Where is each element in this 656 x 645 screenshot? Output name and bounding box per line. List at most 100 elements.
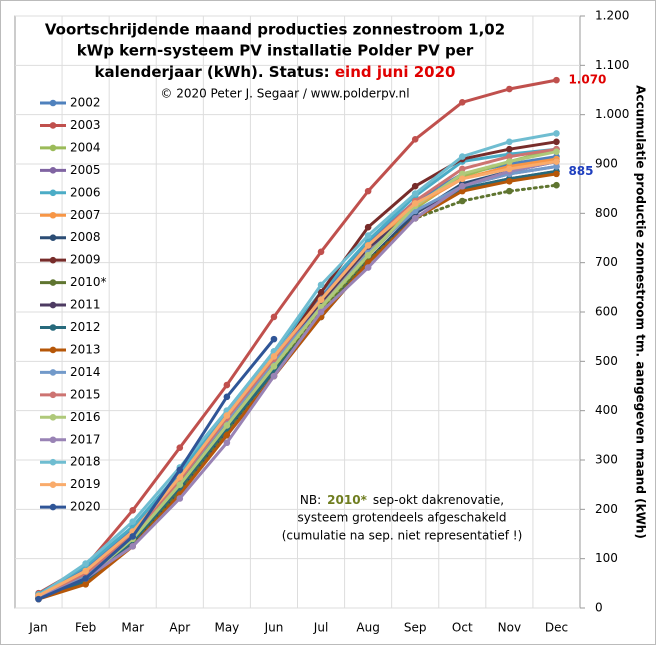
data-point xyxy=(82,567,89,575)
data-point xyxy=(82,575,89,582)
data-point xyxy=(364,223,372,231)
note-prefix: NB: xyxy=(300,493,321,507)
y-tick-label: 100 xyxy=(595,551,618,565)
legend-marker xyxy=(49,144,57,152)
legend-label: 2019 xyxy=(70,477,101,491)
data-point xyxy=(270,362,278,370)
data-point xyxy=(223,393,231,401)
legend-marker xyxy=(49,234,57,241)
data-point xyxy=(82,581,89,588)
data-point xyxy=(411,200,419,207)
data-point xyxy=(317,308,325,316)
data-point xyxy=(553,181,560,189)
data-point xyxy=(176,444,184,451)
legend-marker xyxy=(49,391,57,399)
data-point xyxy=(458,165,466,173)
data-point xyxy=(458,187,466,195)
status: eind juni 2020 xyxy=(335,63,456,81)
data-point xyxy=(411,136,419,143)
data-point xyxy=(506,145,513,153)
y-tick-label: 1.200 xyxy=(595,9,629,23)
data-point xyxy=(411,182,419,190)
data-point xyxy=(506,153,513,160)
data-point xyxy=(270,335,278,343)
series-line xyxy=(37,160,557,599)
series-line xyxy=(37,131,557,597)
legend-marker xyxy=(49,414,57,421)
subtitle: © 2020 Peter J. Segaar / www.polderpv.nl xyxy=(160,87,409,101)
y-tick-label: 800 xyxy=(595,206,618,220)
x-tick-label: Dec xyxy=(545,621,568,635)
data-point xyxy=(317,281,325,289)
data-point xyxy=(317,288,325,296)
data-point xyxy=(506,138,513,146)
x-tick-label: Oct xyxy=(452,621,473,635)
series-line xyxy=(37,150,557,599)
end-label: 885 xyxy=(568,164,593,178)
data-point xyxy=(553,170,560,178)
data-point xyxy=(82,560,89,567)
data-point xyxy=(270,353,278,360)
legend-marker xyxy=(49,279,57,286)
note: NB: 2010* sep-okt dakrenovatie, xyxy=(300,493,504,507)
data-point xyxy=(223,412,231,419)
x-tick-label: Sep xyxy=(404,621,427,635)
legend-label: 2016 xyxy=(70,410,101,424)
legend-label: 2004 xyxy=(70,140,101,154)
data-point xyxy=(270,313,278,321)
data-point xyxy=(364,242,372,249)
data-point xyxy=(129,507,137,514)
legend-label: 2010* xyxy=(70,275,107,289)
legend-marker xyxy=(49,481,57,488)
x-tick-label: Mar xyxy=(121,621,144,635)
note-line: sep-okt dakrenovatie, xyxy=(373,493,504,507)
data-point xyxy=(223,432,231,439)
series-line xyxy=(37,78,557,595)
legend-marker xyxy=(49,369,57,376)
legend-label: 2015 xyxy=(70,387,101,401)
legend-label: 2017 xyxy=(70,432,101,446)
series-line xyxy=(37,147,557,596)
y-tick-label: 1.000 xyxy=(595,107,629,121)
y-tick-label: 200 xyxy=(595,502,618,516)
data-point xyxy=(458,182,466,190)
chart-title: kalenderjaar (kWh). Status: eind juni 20… xyxy=(95,63,456,81)
data-point xyxy=(506,158,513,165)
x-tick-label: Apr xyxy=(169,621,190,635)
legend-label: 2003 xyxy=(70,118,101,132)
data-point xyxy=(176,495,184,502)
data-point xyxy=(506,187,513,195)
series-line xyxy=(37,160,557,597)
legend-label: 2009 xyxy=(70,253,101,267)
y-tick-label: 0 xyxy=(595,601,603,615)
legend-marker xyxy=(49,458,57,466)
data-point xyxy=(553,130,560,137)
legend-label: 2002 xyxy=(70,96,101,110)
legend-label: 2014 xyxy=(70,365,101,379)
data-point xyxy=(458,197,466,205)
data-point xyxy=(553,76,560,84)
legend-marker xyxy=(49,167,57,174)
data-point xyxy=(553,158,560,165)
legend-marker xyxy=(49,436,57,444)
y-tick-label: 900 xyxy=(595,157,618,171)
data-point xyxy=(458,99,466,106)
data-point xyxy=(223,381,231,389)
data-point xyxy=(270,372,278,380)
y-tick-label: 300 xyxy=(595,453,618,467)
x-tick-label: Jul xyxy=(313,621,328,635)
note-line: (cumulatie na sep. niet representatief !… xyxy=(282,529,523,543)
legend-label: 2012 xyxy=(70,320,101,334)
x-tick-label: Nov xyxy=(498,621,521,635)
data-point xyxy=(35,595,42,603)
legend-marker xyxy=(49,99,57,107)
data-point xyxy=(364,232,372,239)
data-point xyxy=(364,264,372,271)
legend-marker xyxy=(49,211,57,219)
legend-label: 2006 xyxy=(70,185,101,199)
legend-marker xyxy=(49,256,57,264)
legend-label: 2005 xyxy=(70,163,101,177)
legend-label: 2007 xyxy=(70,208,101,222)
data-point xyxy=(129,543,137,550)
y-tick-label: 600 xyxy=(595,305,618,319)
